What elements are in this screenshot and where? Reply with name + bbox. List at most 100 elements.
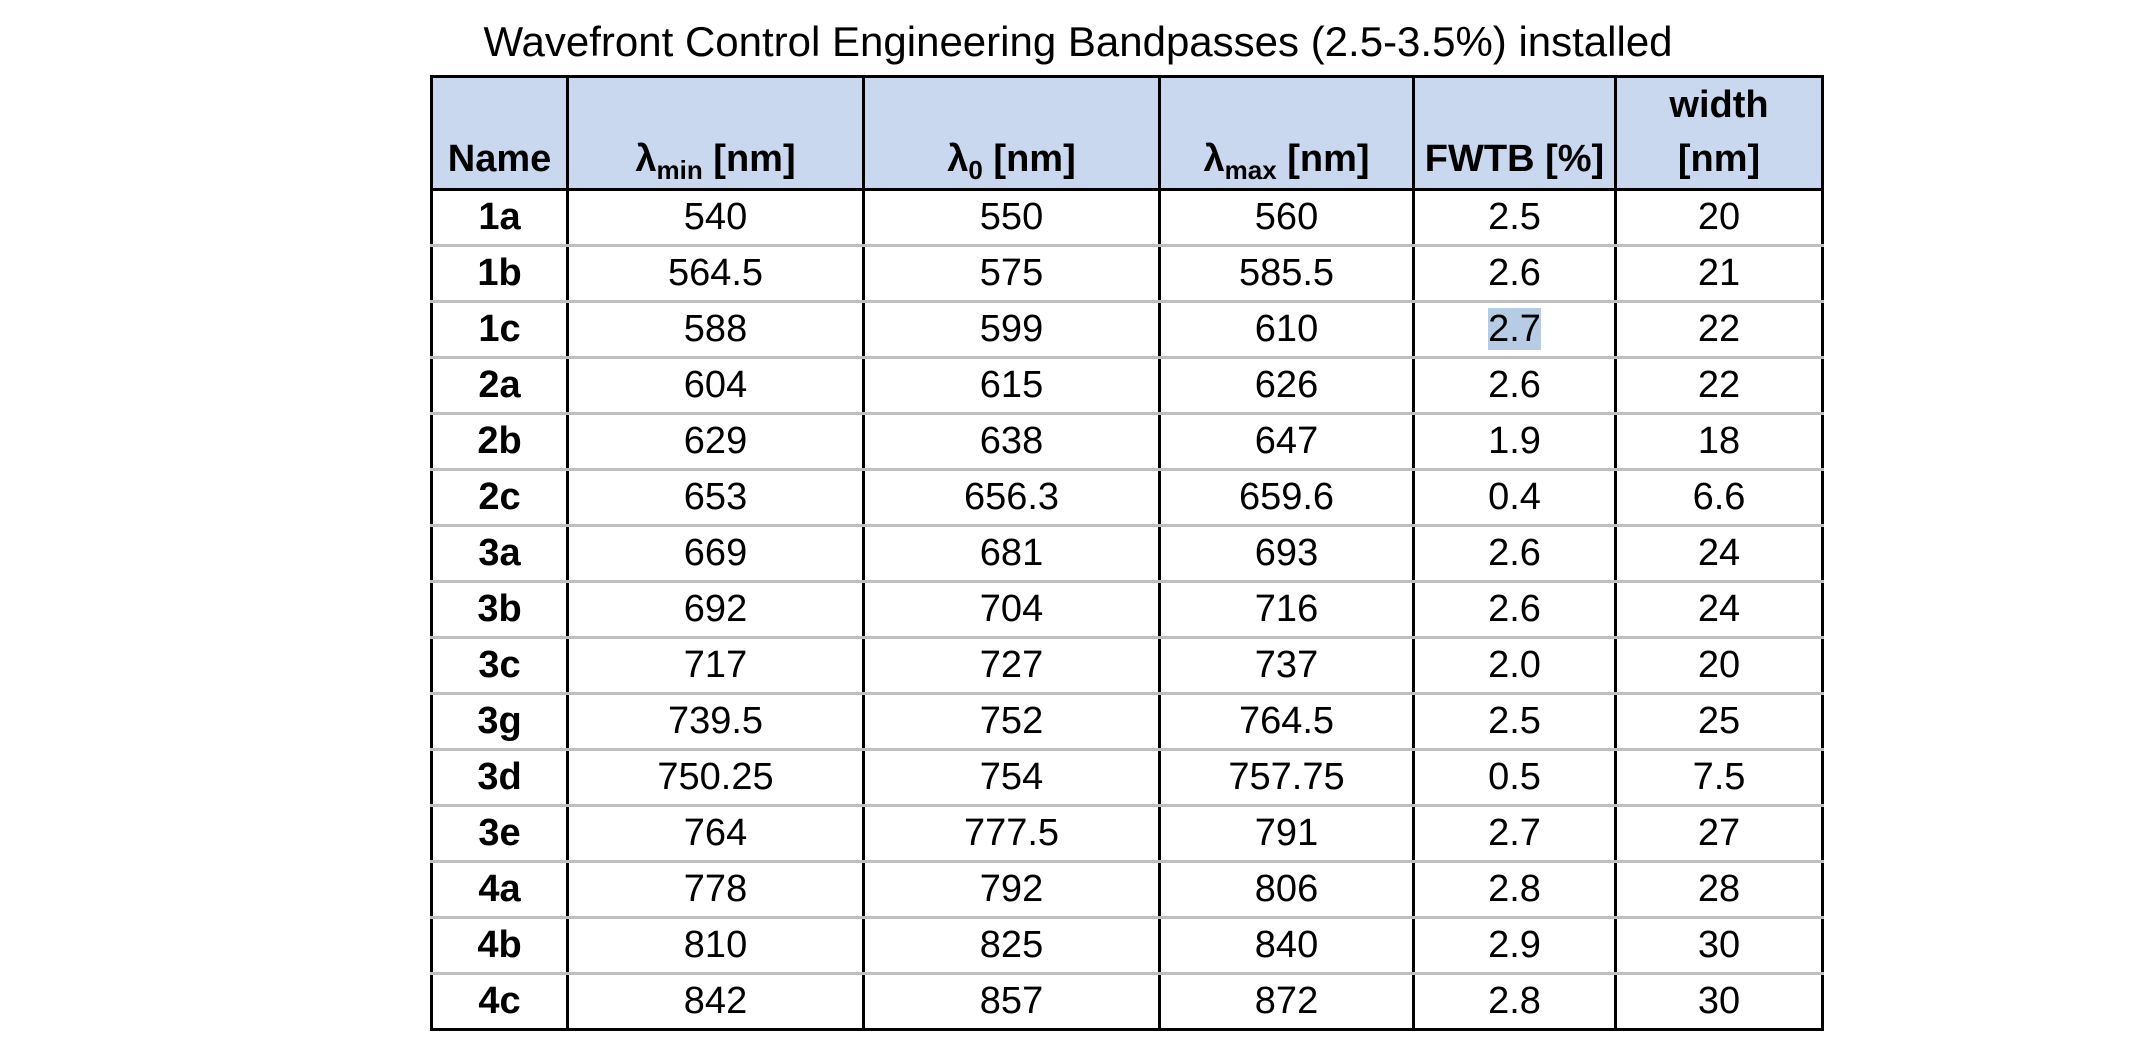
cell-lambda-min[interactable]: 604	[566, 357, 865, 415]
cell-name[interactable]: 2b	[430, 413, 569, 471]
cell-name[interactable]: 4b	[430, 917, 569, 975]
cell-lambda-0[interactable]: 727	[862, 637, 1161, 695]
cell-width[interactable]: 30	[1614, 917, 1824, 975]
cell-lambda-max[interactable]: 764.5	[1158, 693, 1415, 751]
cell-lambda-min[interactable]: 692	[566, 581, 865, 639]
cell-fwtb[interactable]: 2.5	[1412, 189, 1617, 247]
cell-fwtb[interactable]: 2.5	[1412, 693, 1617, 751]
cell-name[interactable]: 4c	[430, 973, 569, 1031]
cell-name[interactable]: 3c	[430, 637, 569, 695]
cell-fwtb[interactable]: 2.7	[1412, 805, 1617, 863]
cell-lambda-min[interactable]: 669	[566, 525, 865, 583]
cell-width[interactable]: 18	[1614, 413, 1824, 471]
cell-lambda-min[interactable]: 540	[566, 189, 865, 247]
cell-width[interactable]: 28	[1614, 861, 1824, 919]
cell-lambda-0[interactable]: 656.3	[862, 469, 1161, 527]
cell-lambda-max[interactable]: 840	[1158, 917, 1415, 975]
cell-lambda-max[interactable]: 791	[1158, 805, 1415, 863]
cell-lambda-max[interactable]: 693	[1158, 525, 1415, 583]
cell-width[interactable]: 21	[1614, 245, 1824, 303]
cell-name[interactable]: 3d	[430, 749, 569, 807]
cell-width[interactable]: 20	[1614, 637, 1824, 695]
header-lambda-0[interactable]: λ0 [nm]	[862, 75, 1161, 191]
cell-fwtb[interactable]: 2.6	[1412, 245, 1617, 303]
header-width-line1: width	[1669, 84, 1769, 126]
cell-lambda-max[interactable]: 626	[1158, 357, 1415, 415]
cell-fwtb[interactable]: 2.0	[1412, 637, 1617, 695]
cell-lambda-0[interactable]: 575	[862, 245, 1161, 303]
cell-lambda-min[interactable]: 739.5	[566, 693, 865, 751]
cell-width[interactable]: 30	[1614, 973, 1824, 1031]
cell-fwtb[interactable]: 0.4	[1412, 469, 1617, 527]
cell-lambda-max[interactable]: 610	[1158, 301, 1415, 359]
cell-lambda-min[interactable]: 778	[566, 861, 865, 919]
cell-fwtb[interactable]: 2.8	[1412, 973, 1617, 1031]
cell-lambda-max[interactable]: 647	[1158, 413, 1415, 471]
header-fwtb[interactable]: FWTB [%]	[1412, 75, 1617, 191]
cell-width[interactable]: 7.5	[1614, 749, 1824, 807]
cell-lambda-min[interactable]: 588	[566, 301, 865, 359]
cell-width[interactable]: 24	[1614, 525, 1824, 583]
header-width[interactable]: width [nm]	[1614, 75, 1824, 191]
cell-lambda-min[interactable]: 750.25	[566, 749, 865, 807]
cell-name[interactable]: 1a	[430, 189, 569, 247]
cell-name[interactable]: 3e	[430, 805, 569, 863]
cell-lambda-0[interactable]: 857	[862, 973, 1161, 1031]
cell-lambda-0[interactable]: 681	[862, 525, 1161, 583]
cell-lambda-0[interactable]: 704	[862, 581, 1161, 639]
cell-name[interactable]: 3a	[430, 525, 569, 583]
header-name[interactable]: Name	[430, 75, 569, 191]
cell-lambda-min[interactable]: 810	[566, 917, 865, 975]
cell-width[interactable]: 27	[1614, 805, 1824, 863]
cell-name[interactable]: 1c	[430, 301, 569, 359]
cell-lambda-min[interactable]: 764	[566, 805, 865, 863]
cell-lambda-min[interactable]: 629	[566, 413, 865, 471]
cell-name[interactable]: 4a	[430, 861, 569, 919]
cell-fwtb[interactable]: 2.6	[1412, 357, 1617, 415]
cell-lambda-0[interactable]: 550	[862, 189, 1161, 247]
cell-fwtb[interactable]: 1.9	[1412, 413, 1617, 471]
cell-lambda-max[interactable]: 716	[1158, 581, 1415, 639]
cell-lambda-0[interactable]: 754	[862, 749, 1161, 807]
cell-lambda-min[interactable]: 717	[566, 637, 865, 695]
cell-name[interactable]: 3g	[430, 693, 569, 751]
cell-lambda-min[interactable]: 564.5	[566, 245, 865, 303]
cell-fwtb[interactable]: 2.9	[1412, 917, 1617, 975]
bandpass-table: Name λmin [nm] λ0 [nm] λmax [nm] FWTB [%…	[430, 75, 1824, 1031]
cell-lambda-0[interactable]: 825	[862, 917, 1161, 975]
cell-fwtb[interactable]: 0.5	[1412, 749, 1617, 807]
cell-lambda-max[interactable]: 872	[1158, 973, 1415, 1031]
cell-lambda-0[interactable]: 638	[862, 413, 1161, 471]
cell-name[interactable]: 2c	[430, 469, 569, 527]
cell-width[interactable]: 25	[1614, 693, 1824, 751]
cell-fwtb[interactable]: 2.7	[1412, 301, 1617, 359]
cell-lambda-max[interactable]: 585.5	[1158, 245, 1415, 303]
cell-width[interactable]: 20	[1614, 189, 1824, 247]
cell-width[interactable]: 22	[1614, 357, 1824, 415]
cell-lambda-min[interactable]: 842	[566, 973, 865, 1031]
cell-name[interactable]: 1b	[430, 245, 569, 303]
cell-name[interactable]: 3b	[430, 581, 569, 639]
header-lambda-max[interactable]: λmax [nm]	[1158, 75, 1415, 191]
cell-lambda-0[interactable]: 752	[862, 693, 1161, 751]
cell-width[interactable]: 22	[1614, 301, 1824, 359]
cell-lambda-max[interactable]: 659.6	[1158, 469, 1415, 527]
header-lambda-min[interactable]: λmin [nm]	[566, 75, 865, 191]
cell-lambda-0[interactable]: 615	[862, 357, 1161, 415]
cell-width[interactable]: 6.6	[1614, 469, 1824, 527]
cell-lambda-0[interactable]: 792	[862, 861, 1161, 919]
cell-lambda-max[interactable]: 560	[1158, 189, 1415, 247]
header-lambda-min-symbol: λ	[635, 138, 657, 180]
cell-width[interactable]: 24	[1614, 581, 1824, 639]
cell-fwtb[interactable]: 2.6	[1412, 525, 1617, 583]
cell-fwtb[interactable]: 2.8	[1412, 861, 1617, 919]
cell-lambda-min[interactable]: 653	[566, 469, 865, 527]
cell-lambda-0[interactable]: 599	[862, 301, 1161, 359]
cell-name[interactable]: 2a	[430, 357, 569, 415]
cell-lambda-max[interactable]: 737	[1158, 637, 1415, 695]
table-row: 3g 739.5 752 764.5 2.5 25	[430, 693, 1824, 751]
cell-lambda-max[interactable]: 757.75	[1158, 749, 1415, 807]
cell-lambda-0[interactable]: 777.5	[862, 805, 1161, 863]
cell-fwtb[interactable]: 2.6	[1412, 581, 1617, 639]
cell-lambda-max[interactable]: 806	[1158, 861, 1415, 919]
